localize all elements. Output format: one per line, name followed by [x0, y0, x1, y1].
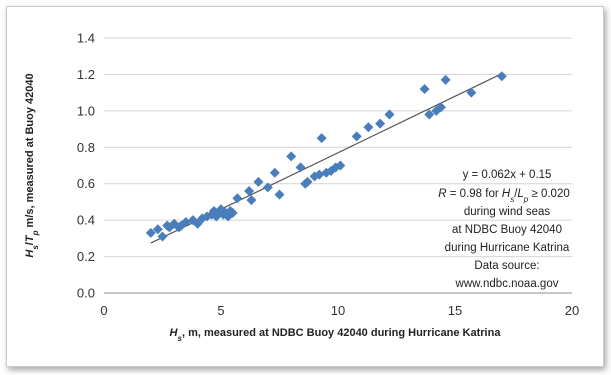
regression-annotation: y = 0.062x + 0.15 R = 0.98 for Hs/Lp ≥ 0… — [438, 169, 570, 290]
y-tick-label: 0.6 — [77, 176, 95, 191]
data-point — [314, 169, 325, 180]
annotation-line-3: during wind seas — [464, 206, 551, 218]
x-tick-label: 20 — [565, 303, 579, 318]
y-axis-title-slash: / — [24, 242, 36, 245]
y-tick-label: 0.4 — [77, 213, 95, 228]
x-tick-label: 10 — [331, 303, 345, 318]
y-axis-title-sub1: s — [31, 245, 40, 250]
data-point — [246, 195, 257, 206]
data-points — [145, 71, 507, 242]
data-point — [466, 87, 477, 98]
data-point — [152, 224, 163, 235]
data-point — [424, 109, 435, 120]
annotation-equation: y = 0.062x + 0.15 — [463, 169, 552, 181]
y-axis-title-sym1: H — [24, 249, 36, 258]
x-axis-title-rest: , m, measured at NDBC Buoy 42040 during … — [182, 327, 501, 339]
data-point — [375, 118, 386, 129]
y-tick-label: 0.0 — [77, 286, 95, 301]
annotation-r-symbol: R — [438, 188, 446, 200]
y-tick-label: 1.4 — [77, 31, 95, 46]
annotation-r-value: R = 0.98 for Hs/Lp ≥ 0.020 — [438, 188, 569, 204]
annotation-h-sub: s — [510, 195, 514, 204]
data-point — [232, 193, 243, 204]
gridlines — [104, 37, 572, 258]
data-point — [351, 131, 362, 142]
annotation-r-text: = 0.98 for — [447, 188, 502, 200]
data-point — [384, 109, 395, 120]
annotation-l-symbol: L — [517, 188, 523, 200]
data-point — [274, 189, 285, 200]
annotation-threshold: ≥ 0.020 — [528, 188, 569, 200]
annotation-h-symbol: H — [502, 188, 511, 200]
data-point — [335, 160, 346, 171]
y-axis-title-rest: m/s, measured at Buoy 42040 — [24, 73, 36, 230]
data-point — [363, 122, 374, 133]
data-point — [180, 216, 191, 227]
annotation-l-sub: p — [523, 195, 529, 204]
x-axis-title-sub: s — [178, 334, 183, 343]
y-axis-title-sym2: T — [24, 234, 36, 242]
y-axis-title-sub2: p — [31, 230, 40, 236]
data-point — [157, 231, 168, 242]
data-point — [316, 133, 327, 144]
data-point — [262, 182, 273, 193]
data-point — [192, 218, 203, 229]
data-point — [145, 227, 156, 238]
data-point — [419, 84, 430, 94]
x-axis-title-sym: H — [170, 327, 179, 339]
data-point — [435, 102, 446, 113]
annotation-line-7: www.ndbc.noaa.gov — [455, 278, 559, 290]
data-point — [302, 176, 313, 187]
annotation-line-5: during Hurricane Katrina — [445, 242, 570, 254]
data-point — [269, 167, 280, 178]
y-axis-title: Hs/Tp m/s, measured at Buoy 42040 — [24, 73, 40, 257]
data-point — [227, 207, 238, 218]
x-axis-title: Hs, m, measured at NDBC Buoy 42040 durin… — [170, 327, 502, 343]
x-tick-label: 0 — [100, 303, 107, 318]
data-point — [244, 186, 255, 196]
data-point — [253, 176, 264, 187]
y-tick-label: 0.8 — [77, 140, 95, 155]
annotation-slash: / — [514, 188, 518, 200]
data-point — [286, 151, 297, 162]
data-point — [496, 71, 507, 82]
data-point — [440, 74, 451, 85]
data-point — [295, 162, 306, 173]
annotation-line-4: at NDBC Buoy 42040 — [452, 224, 562, 236]
axes: 0.0 0.2 0.4 0.6 0.8 1.0 1.2 1.4 0 5 10 15 20 — [77, 31, 579, 319]
x-tick-label: 15 — [448, 303, 462, 318]
x-tick-label: 5 — [217, 303, 224, 318]
annotation-line-6: Data source: — [474, 260, 539, 272]
y-tick-label: 1.0 — [77, 103, 95, 118]
y-tick-label: 0.2 — [77, 249, 95, 264]
y-tick-label: 1.2 — [77, 67, 95, 82]
